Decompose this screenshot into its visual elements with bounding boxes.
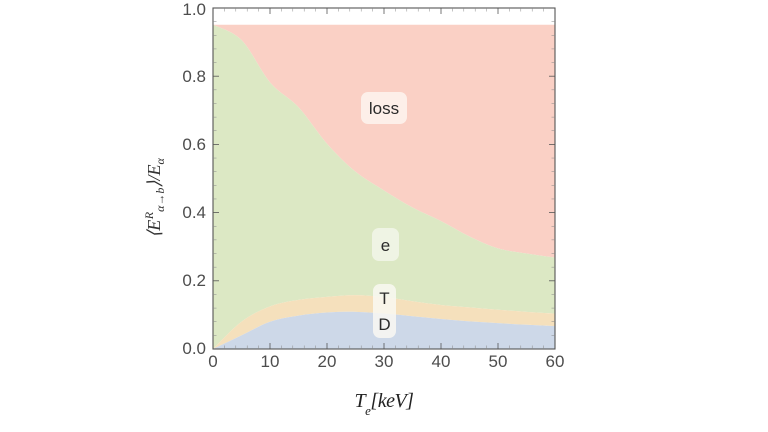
svg-text:T: T [379,289,389,308]
svg-text:⟨ERα→b⟩/Eα: ⟨ERα→b⟩/Eα [142,158,167,238]
svg-text:e: e [381,236,390,255]
svg-text:loss: loss [369,99,399,118]
svg-text:D: D [378,315,390,334]
